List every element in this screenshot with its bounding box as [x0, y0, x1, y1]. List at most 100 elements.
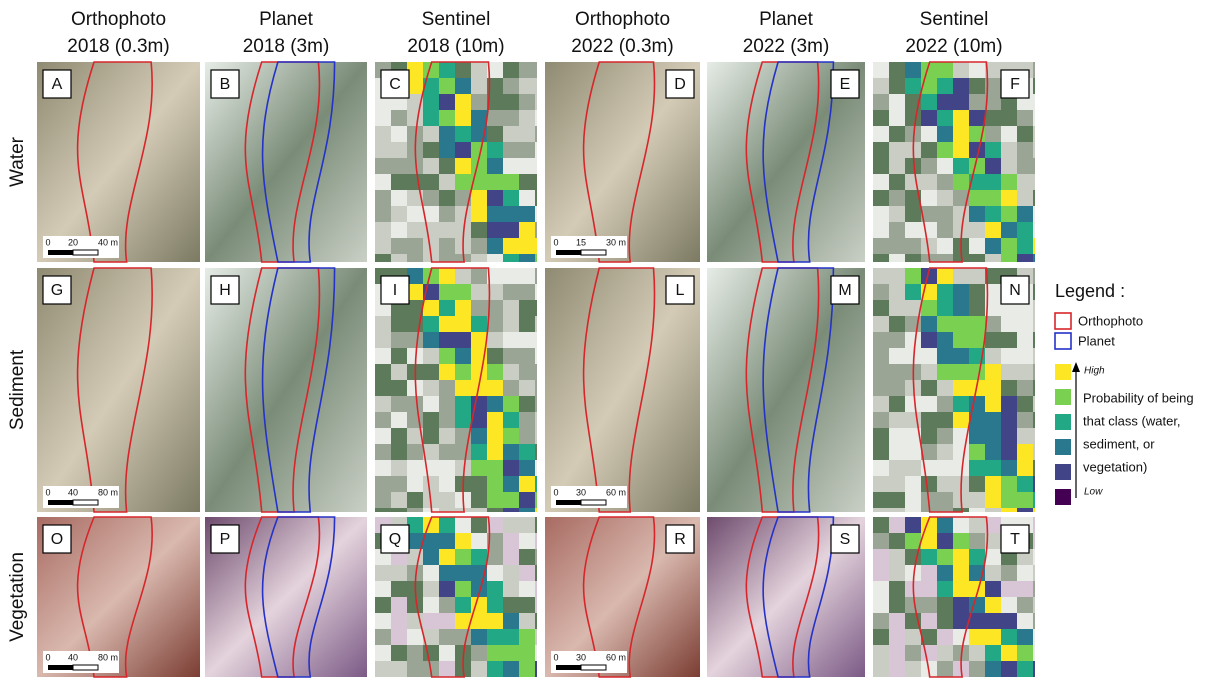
- pixel: [953, 581, 969, 597]
- panel-letter: A: [52, 76, 63, 93]
- pixel: [471, 332, 487, 348]
- pixel: [953, 412, 969, 428]
- scale-bar: [556, 500, 581, 505]
- pixel: [969, 62, 985, 78]
- pixel: [953, 78, 969, 94]
- pixel: [375, 190, 391, 206]
- pixel: [985, 190, 1001, 206]
- pixel: [1001, 174, 1017, 190]
- pixel: [905, 629, 921, 645]
- pixel: [487, 476, 503, 492]
- pixel: [519, 492, 535, 508]
- pixel: [889, 300, 905, 316]
- legend-color: [1055, 439, 1071, 455]
- pixel: [487, 348, 503, 364]
- pixel: [535, 533, 537, 549]
- pixel: [937, 94, 953, 110]
- legend-description: sediment, or: [1083, 436, 1155, 451]
- pixel: [953, 332, 969, 348]
- pixel: [905, 533, 921, 549]
- pixel: [423, 565, 439, 581]
- pixel: [535, 364, 537, 380]
- pixel: [1001, 142, 1017, 158]
- pixel: [503, 492, 519, 508]
- legend-low: Low: [1084, 487, 1103, 498]
- pixel: [873, 412, 889, 428]
- pixel: [937, 206, 953, 222]
- pixel: [985, 581, 1001, 597]
- scale-label: 20: [68, 237, 78, 247]
- pixel: [391, 206, 407, 222]
- pixel: [455, 549, 471, 565]
- pixel: [471, 645, 487, 661]
- pixel: [535, 517, 537, 533]
- pixel: [503, 412, 519, 428]
- pixel: [519, 268, 535, 284]
- pixel: [407, 645, 423, 661]
- pixel: [889, 581, 905, 597]
- panel-letter: Q: [389, 531, 401, 548]
- pixel: [519, 190, 535, 206]
- pixel: [519, 428, 535, 444]
- pixel: [1001, 332, 1017, 348]
- pixel: [1033, 316, 1035, 332]
- pixel: [1001, 428, 1017, 444]
- pixel: [439, 476, 455, 492]
- pixel: [1033, 629, 1035, 645]
- pixel: [471, 206, 487, 222]
- pixel: [375, 492, 391, 508]
- pixel: [937, 444, 953, 460]
- pixel: [407, 174, 423, 190]
- pixel: [889, 508, 905, 512]
- pixel: [487, 428, 503, 444]
- pixel: [905, 174, 921, 190]
- pixel: [1001, 492, 1017, 508]
- pixel: [1017, 460, 1033, 476]
- pixel: [953, 158, 969, 174]
- pixel: [535, 62, 537, 78]
- pixel: [921, 613, 937, 629]
- pixel: [889, 412, 905, 428]
- pixel: [1017, 110, 1033, 126]
- panel-image: [205, 268, 367, 512]
- panel-letter: N: [1009, 282, 1021, 299]
- pixel: [889, 380, 905, 396]
- pixel: [503, 549, 519, 565]
- pixel: [375, 428, 391, 444]
- pixel: [519, 380, 535, 396]
- pixel: [423, 300, 439, 316]
- pixel: [1017, 476, 1033, 492]
- pixel: [423, 428, 439, 444]
- pixel: [487, 581, 503, 597]
- pixel: [1017, 645, 1033, 661]
- pixel: [969, 206, 985, 222]
- pixel: [1001, 444, 1017, 460]
- column-header: Sentinel: [920, 9, 989, 30]
- panel: L03060 m: [545, 268, 700, 512]
- pixel: [937, 142, 953, 158]
- pixel: [519, 316, 535, 332]
- pixel: [439, 254, 455, 262]
- pixel: [889, 661, 905, 677]
- pixel: [423, 190, 439, 206]
- pixel: [535, 206, 537, 222]
- pixel: [937, 284, 953, 300]
- panel: O04080 m: [37, 517, 200, 677]
- pixel: [391, 238, 407, 254]
- pixel: [873, 126, 889, 142]
- scale-label: 30: [576, 487, 586, 497]
- pixel: [487, 126, 503, 142]
- pixel: [439, 142, 455, 158]
- legend-arrowhead: [1072, 362, 1080, 372]
- pixel: [375, 126, 391, 142]
- pixel: [519, 517, 535, 533]
- pixel: [921, 581, 937, 597]
- pixel: [439, 412, 455, 428]
- pixel: [423, 597, 439, 613]
- pixel: [439, 222, 455, 238]
- pixel: [455, 380, 471, 396]
- pixel: [889, 268, 905, 284]
- pixel: [905, 517, 921, 533]
- pixel: [519, 284, 535, 300]
- pixel: [873, 332, 889, 348]
